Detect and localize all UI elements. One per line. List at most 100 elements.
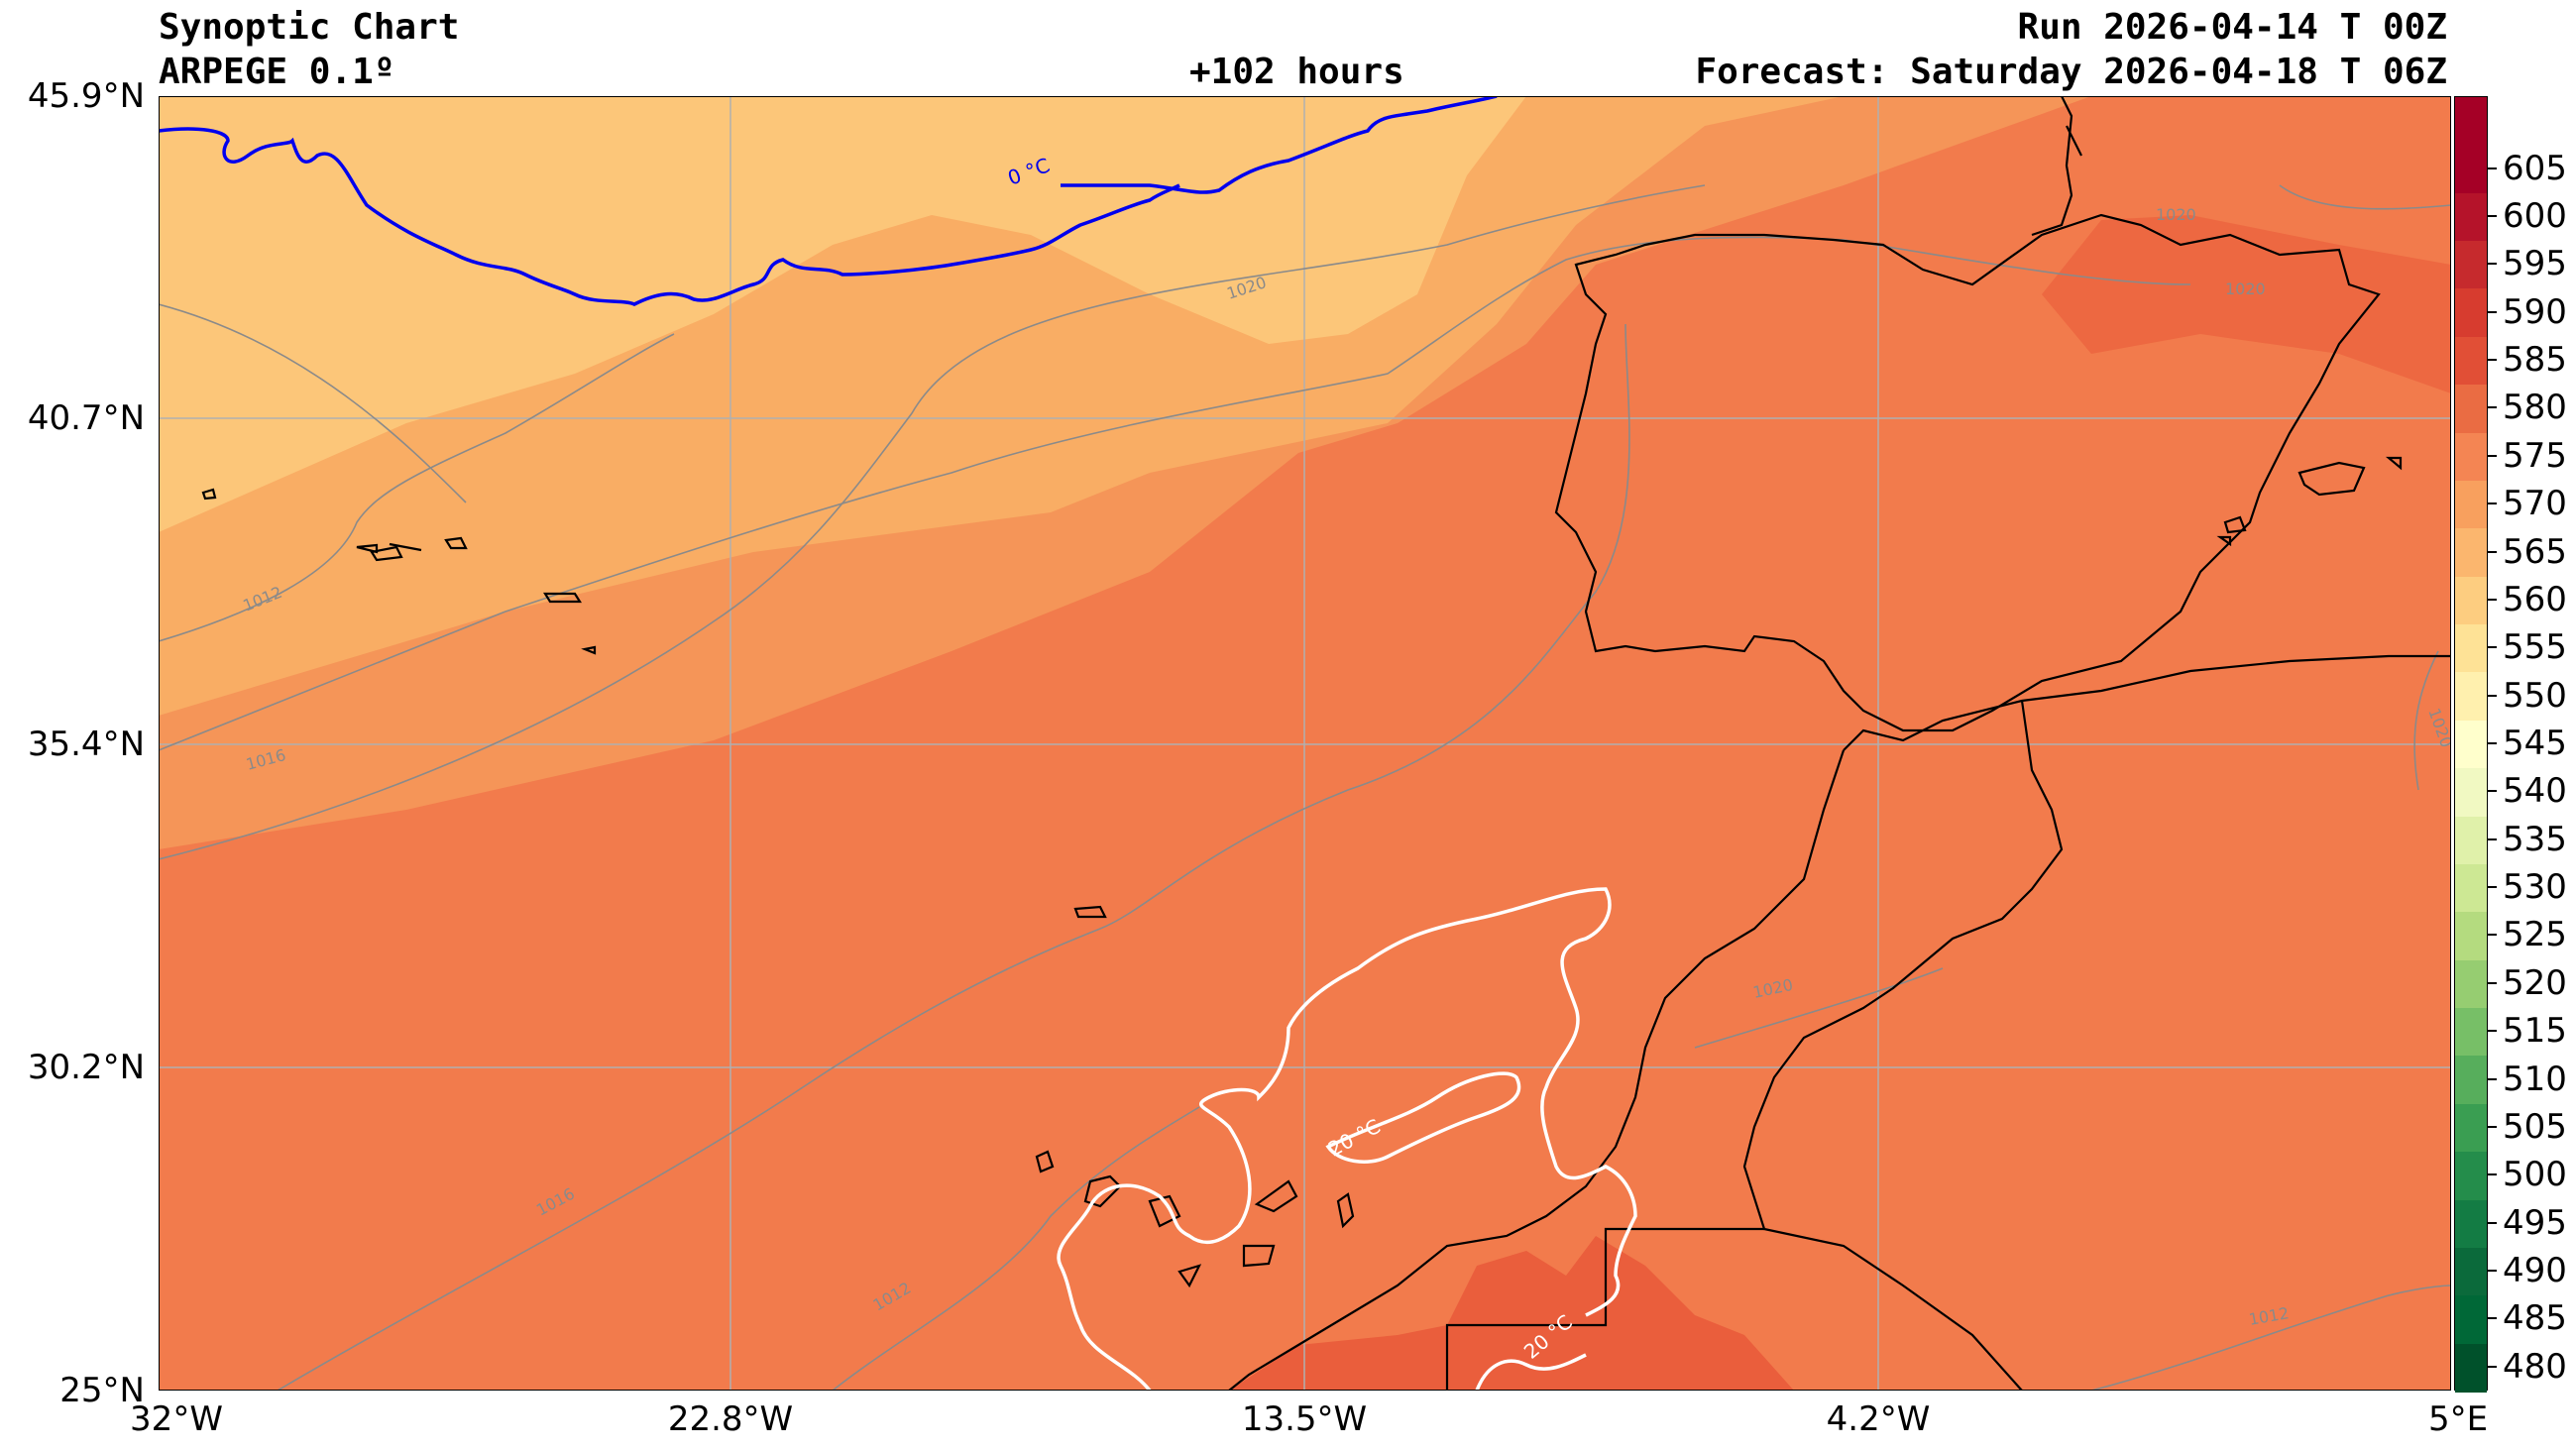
lat-tick-30-2: 30.2°N bbox=[27, 1048, 145, 1087]
model-name: ARPEGE 0.1º bbox=[159, 52, 395, 92]
lon-tick-13-5w: 13.5°W bbox=[1241, 1399, 1368, 1439]
colorbar-label: 575 bbox=[2503, 435, 2567, 476]
synoptic-map[interactable]: 1020 1020 1020 1012 1016 1016 1012 1020 … bbox=[159, 96, 2451, 1391]
colorbar-segment bbox=[2455, 1103, 2487, 1154]
colorbar-segment-top bbox=[2455, 97, 2487, 146]
colorbar-segment bbox=[2455, 576, 2487, 626]
colorbar-tick bbox=[2487, 167, 2497, 169]
colorbar-tick bbox=[2487, 550, 2497, 553]
colorbar-label: 535 bbox=[2503, 819, 2567, 859]
colorbar-segment bbox=[2455, 145, 2487, 194]
colorbar-tick bbox=[2487, 359, 2497, 362]
colorbar-label: 555 bbox=[2503, 627, 2567, 668]
colorbar-label: 495 bbox=[2503, 1202, 2567, 1243]
colorbar-tick bbox=[2487, 1030, 2497, 1033]
forecast-time: Forecast: Saturday 2026-04-18 T 06Z bbox=[1695, 52, 2447, 92]
colorbar-tick bbox=[2487, 263, 2497, 266]
colorbar-segment bbox=[2455, 1343, 2487, 1393]
lon-tick-4-2w: 4.2°W bbox=[1826, 1399, 1931, 1439]
colorbar-segment bbox=[2455, 385, 2487, 434]
colorbar-tick bbox=[2487, 1365, 2497, 1368]
colorbar-label: 490 bbox=[2503, 1251, 2567, 1291]
colorbar bbox=[2454, 96, 2488, 1393]
colorbar-tick bbox=[2487, 742, 2497, 744]
colorbar-tick bbox=[2487, 214, 2497, 217]
lat-tick-40-7: 40.7°N bbox=[27, 398, 145, 438]
colorbar-label: 600 bbox=[2503, 195, 2567, 236]
colorbar-label: 605 bbox=[2503, 148, 2567, 188]
colorbar-tick bbox=[2487, 981, 2497, 984]
colorbar-label: 595 bbox=[2503, 244, 2567, 284]
colorbar-label: 590 bbox=[2503, 291, 2567, 332]
colorbar-segment bbox=[2455, 863, 2487, 914]
colorbar-tick bbox=[2487, 503, 2497, 505]
colorbar-label: 515 bbox=[2503, 1011, 2567, 1052]
colorbar-segment bbox=[2455, 1199, 2487, 1249]
colorbar-tick bbox=[2487, 1221, 2497, 1224]
colorbar-segment bbox=[2455, 1152, 2487, 1201]
colorbar-label: 500 bbox=[2503, 1155, 2567, 1195]
colorbar-label: 480 bbox=[2503, 1346, 2567, 1387]
colorbar-label: 585 bbox=[2503, 340, 2567, 381]
fill-565 bbox=[159, 96, 1526, 532]
map-panel[interactable]: 1020 1020 1020 1012 1016 1016 1012 1020 … bbox=[159, 96, 2451, 1391]
colorbar-segment bbox=[2455, 241, 2487, 290]
colorbar-label: 580 bbox=[2503, 388, 2567, 428]
colorbar-tick bbox=[2487, 1173, 2497, 1176]
colorbar-segment bbox=[2455, 480, 2487, 530]
colorbar-segment bbox=[2455, 1056, 2487, 1105]
colorbar-label: 485 bbox=[2503, 1298, 2567, 1339]
lon-tick-5e: 5°E bbox=[2427, 1399, 2489, 1439]
colorbar-segment bbox=[2455, 912, 2487, 961]
colorbar-label: 545 bbox=[2503, 724, 2567, 763]
colorbar-segment bbox=[2455, 672, 2487, 722]
colorbar-tick bbox=[2487, 598, 2497, 601]
fill-585-north bbox=[2042, 215, 2451, 393]
colorbar-tick bbox=[2487, 790, 2497, 793]
colorbar-tick bbox=[2487, 1125, 2497, 1128]
colorbar-segment bbox=[2455, 720, 2487, 770]
lat-tick-35-4: 35.4°N bbox=[27, 725, 145, 764]
colorbar-label: 540 bbox=[2503, 771, 2567, 812]
colorbar-segment bbox=[2455, 1008, 2487, 1058]
colorbar-tick bbox=[2487, 406, 2497, 409]
colorbar-segment bbox=[2455, 624, 2487, 674]
coastlines bbox=[201, 96, 2451, 1391]
chart-title: Synoptic Chart bbox=[159, 7, 460, 48]
isobar-label-1020c: 1020 bbox=[2225, 279, 2266, 298]
colorbar-label: 530 bbox=[2503, 867, 2567, 908]
colorbar-segment bbox=[2455, 432, 2487, 482]
colorbar-tick bbox=[2487, 694, 2497, 697]
lon-tick-32w: 32°W bbox=[130, 1399, 223, 1439]
colorbar-tick bbox=[2487, 310, 2497, 313]
colorbar-segment bbox=[2455, 336, 2487, 387]
colorbar-tick bbox=[2487, 838, 2497, 840]
colorbar-label: 510 bbox=[2503, 1059, 2567, 1099]
colorbar-segment bbox=[2455, 1295, 2487, 1345]
colorbar-segment bbox=[2455, 288, 2487, 338]
colorbar-segment bbox=[2455, 528, 2487, 578]
colorbar-label: 565 bbox=[2503, 531, 2567, 572]
graticule bbox=[159, 96, 2451, 1391]
lead-time: +102 hours bbox=[1189, 52, 1404, 92]
colorbar-tick bbox=[2487, 886, 2497, 889]
lat-tick-45-9: 45.9°N bbox=[27, 76, 145, 116]
lon-tick-22-8w: 22.8°W bbox=[667, 1399, 794, 1439]
colorbar-label: 525 bbox=[2503, 915, 2567, 955]
colorbar-segment bbox=[2455, 192, 2487, 243]
colorbar-segment bbox=[2455, 816, 2487, 865]
lat-tick-25: 25°N bbox=[59, 1371, 145, 1410]
isobar-label-1020b: 1020 bbox=[2156, 205, 2196, 224]
twenty-isotherm bbox=[1057, 887, 1637, 1391]
zero-isotherm-east bbox=[1061, 96, 1498, 194]
colorbar-tick bbox=[2487, 454, 2497, 457]
colorbar-tick bbox=[2487, 646, 2497, 649]
colorbar-label: 550 bbox=[2503, 675, 2567, 716]
colorbar-segment bbox=[2455, 1247, 2487, 1297]
colorbar-tick bbox=[2487, 1317, 2497, 1320]
colorbar-tick bbox=[2487, 1270, 2497, 1273]
run-time: Run 2026-04-14 T 00Z bbox=[2017, 7, 2447, 48]
colorbar-segment bbox=[2455, 959, 2487, 1010]
colorbar-tick bbox=[2487, 1077, 2497, 1080]
fill-585-south bbox=[1229, 1236, 1794, 1391]
